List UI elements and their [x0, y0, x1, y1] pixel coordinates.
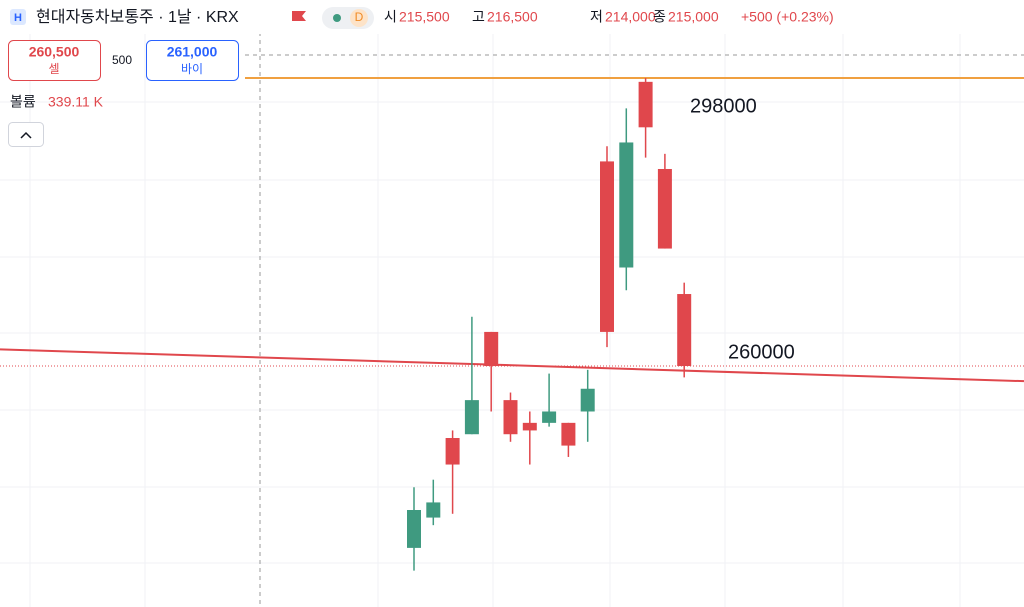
- collapse-icon: [20, 131, 32, 139]
- candle-body: [464, 400, 479, 435]
- buy-price: 261,000: [167, 44, 218, 60]
- symbol-icon: [10, 9, 26, 25]
- candle-body: [619, 142, 634, 268]
- change: +500 (+0.23%): [741, 9, 834, 25]
- buy-label: 바이: [181, 62, 203, 76]
- sell-price: 260,500: [29, 44, 80, 60]
- candle-body: [638, 81, 653, 128]
- low-value: 214,000: [605, 9, 656, 25]
- candle-body: [561, 422, 576, 446]
- symbol-title[interactable]: 현대자동차보통주 · 1날 · KRX: [36, 8, 239, 26]
- market-dot: [333, 14, 341, 22]
- collapse-button[interactable]: [8, 122, 44, 147]
- candle-body: [580, 388, 595, 412]
- candle-body: [542, 411, 557, 423]
- low-label: 저: [590, 9, 603, 25]
- level-label: 260000: [728, 341, 795, 363]
- candle-body: [503, 400, 518, 435]
- badge: D: [355, 10, 364, 24]
- sell-button[interactable]: [8, 40, 101, 81]
- sell-label: 셀: [48, 62, 59, 76]
- candle-body: [657, 168, 672, 249]
- plot: 298000 260000: [0, 77, 1024, 571]
- open-value: 215,500: [399, 9, 450, 25]
- buy-button[interactable]: [146, 40, 239, 81]
- close-value: 215,000: [668, 9, 719, 25]
- open-label: 시: [384, 9, 397, 25]
- candle-body: [484, 331, 499, 367]
- level-label: 298000: [690, 95, 757, 117]
- candle-body: [426, 502, 441, 518]
- flag-icon[interactable]: [292, 11, 306, 21]
- high-value: 216,500: [487, 9, 538, 25]
- volume-label: 볼륨: [10, 94, 36, 110]
- candle-body: [407, 510, 421, 548]
- badge-circle: [350, 9, 368, 27]
- candle-body: [600, 161, 614, 332]
- candle-body: [522, 422, 537, 431]
- candle-body: [677, 294, 692, 367]
- trendline: [0, 348, 1024, 383]
- symbol-icon-letter: H: [14, 12, 22, 24]
- header-bar: [0, 0, 1024, 34]
- volume-value: 339.11 K: [48, 94, 104, 110]
- high-label: 고: [472, 9, 485, 25]
- candle-body: [445, 438, 460, 465]
- spread: 500: [112, 53, 132, 67]
- close-label: 종: [653, 9, 666, 25]
